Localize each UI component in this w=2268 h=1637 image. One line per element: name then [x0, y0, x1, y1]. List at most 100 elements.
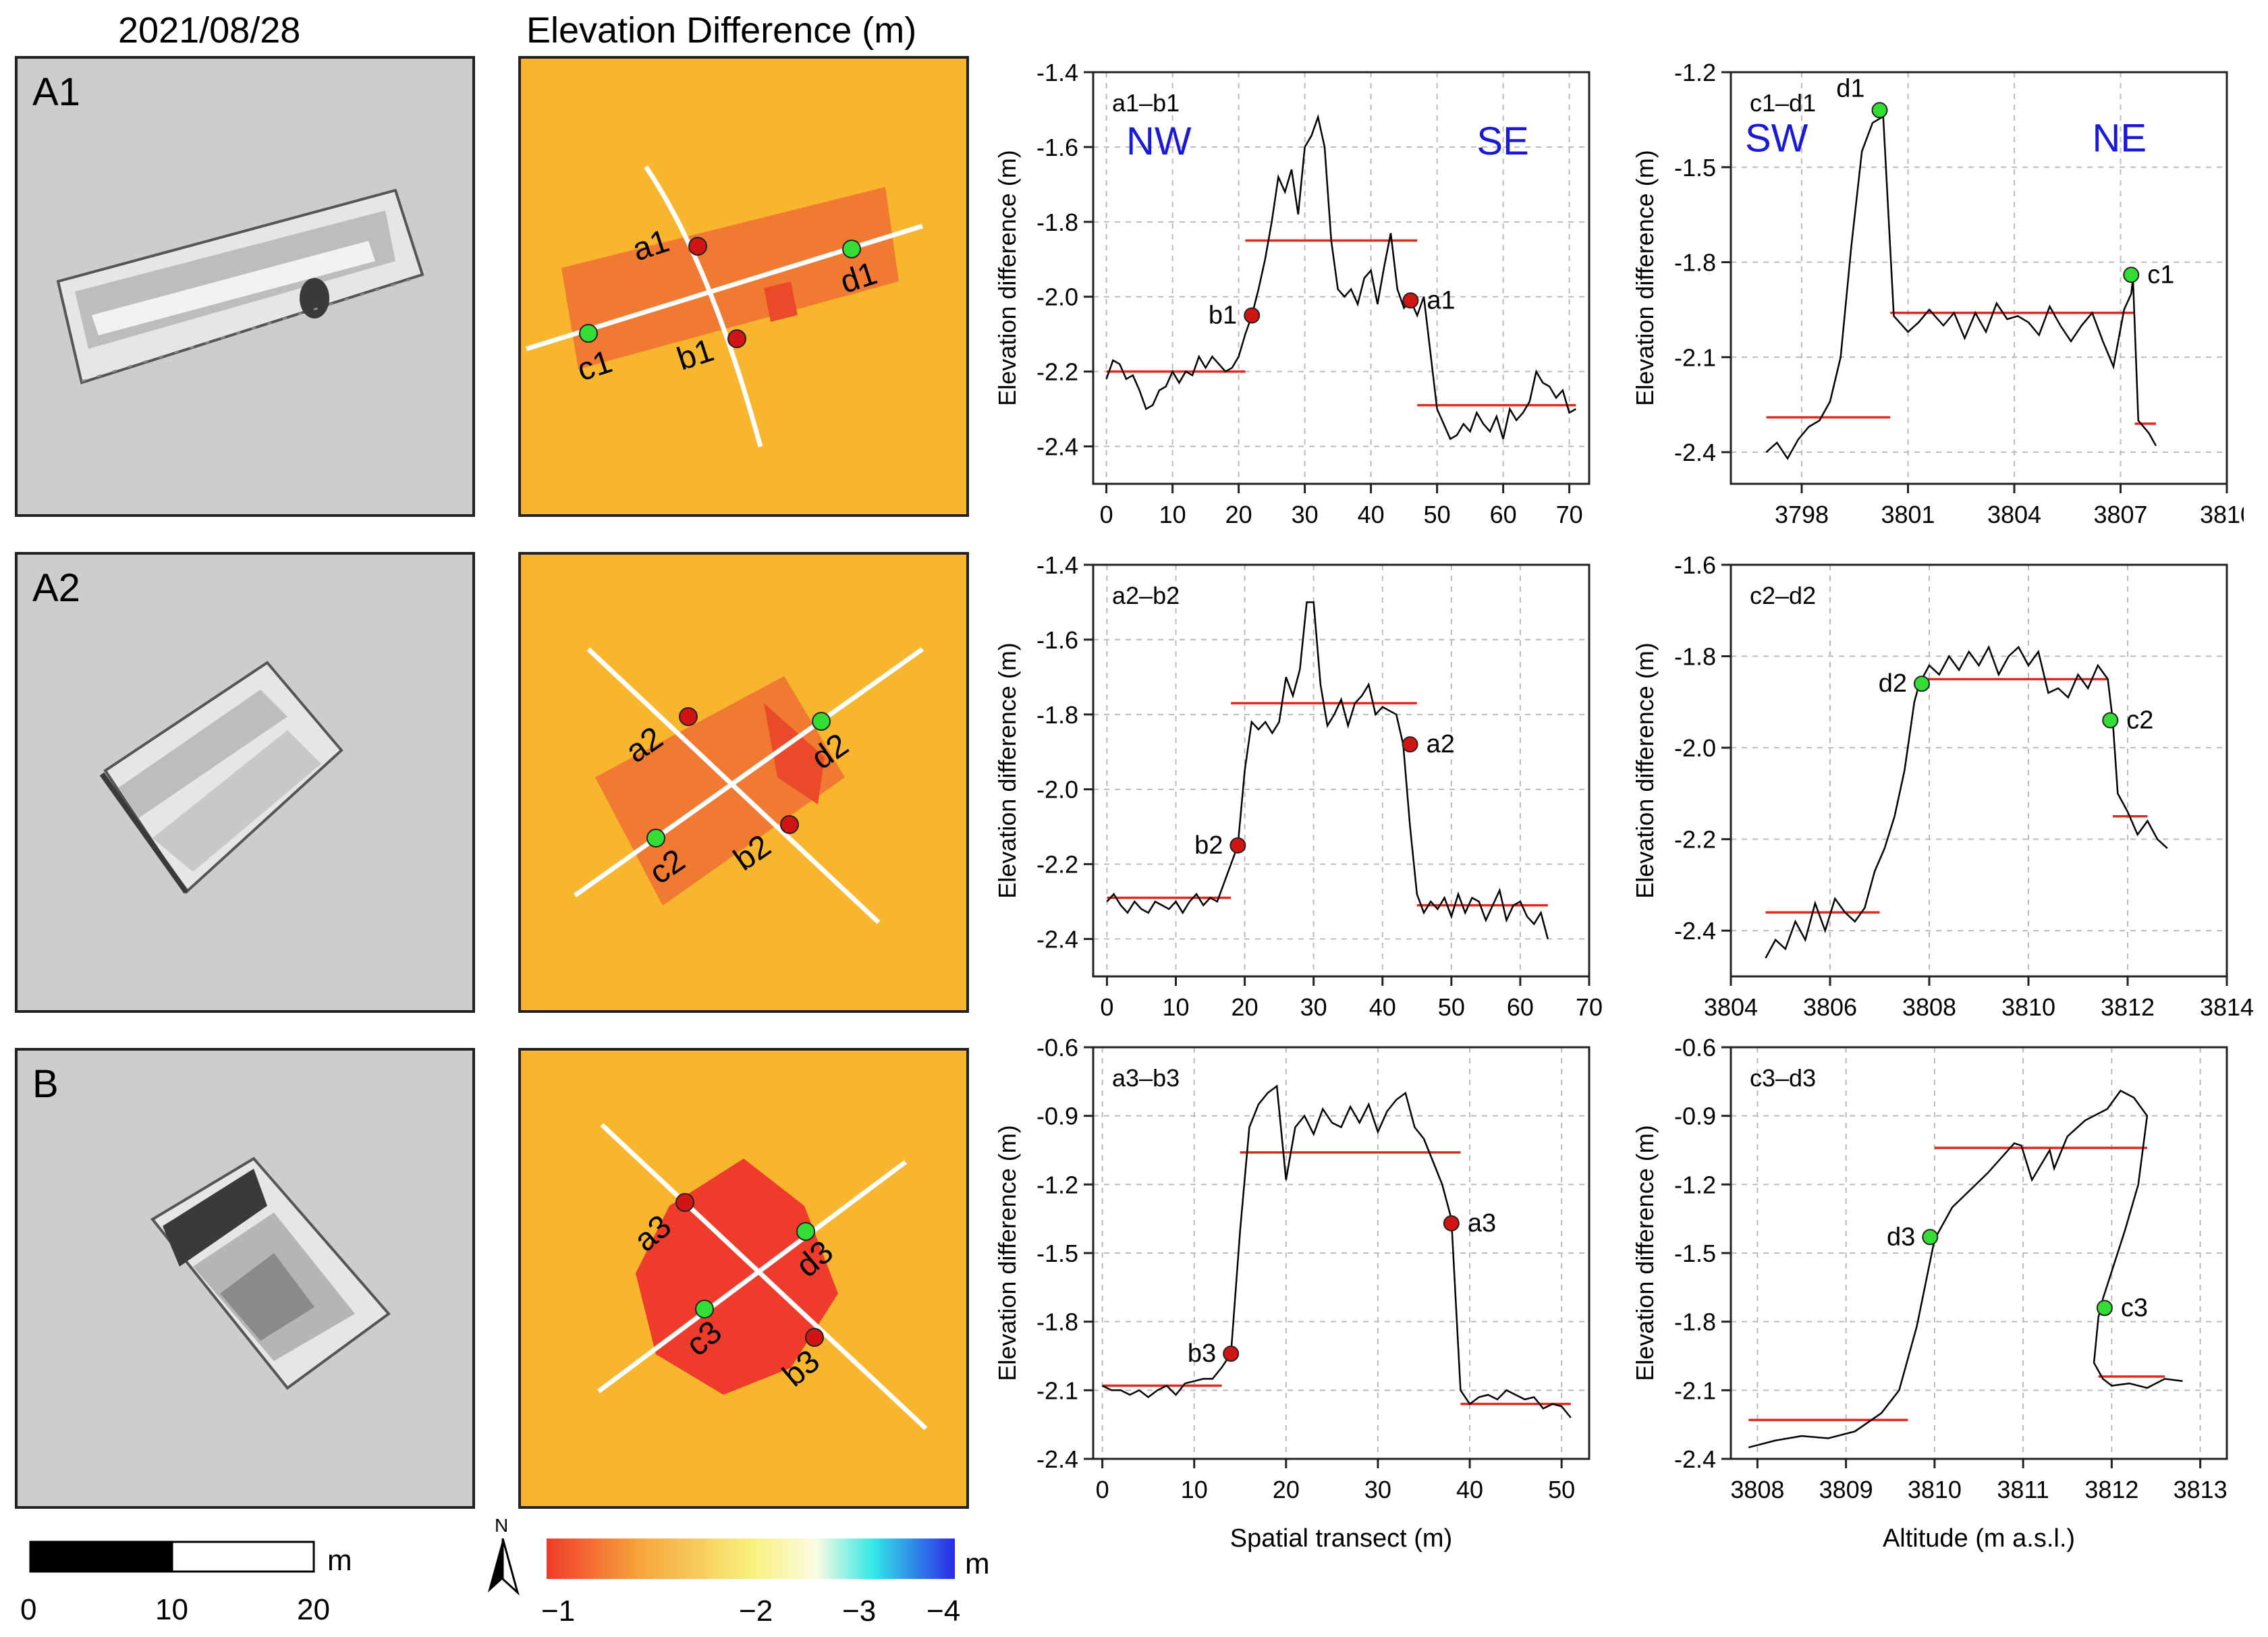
row-label-a1: A1 [32, 70, 80, 114]
profile-line [1765, 644, 2168, 959]
profile-point-label: a1 [1427, 286, 1455, 314]
point-a1 [688, 237, 707, 256]
x-tick-label: 3810 [2200, 501, 2244, 528]
point-d2 [812, 712, 831, 731]
y-tick-label: -2.4 [1036, 1445, 1078, 1473]
x-tick-label: 0 [1100, 993, 1113, 1021]
hillshade-panel-a2: A2 [15, 552, 475, 1013]
y-tick-label: -2.4 [1036, 926, 1078, 953]
scale-unit: m [327, 1544, 352, 1577]
chart-title: a1–b1 [1112, 89, 1180, 117]
point-a3 [675, 1193, 694, 1212]
y-axis-label: Elevation difference (m) [1631, 1125, 1659, 1381]
chart-title: c2–d2 [1750, 582, 1816, 609]
y-tick-label: -1.2 [1036, 1171, 1078, 1198]
elevation-difference-header: Elevation Difference (m) [526, 10, 917, 51]
profile-point-label: c1 [2147, 260, 2174, 289]
y-tick-label: -1.8 [1036, 1308, 1078, 1336]
profile-point-d3 [1922, 1229, 1939, 1246]
chart-title: c1–d1 [1750, 89, 1816, 117]
profile-point-c3 [2096, 1300, 2113, 1316]
x-tick-label: 3808 [1730, 1476, 1784, 1503]
difference-map-a1: a1 b1 c1 d1 [518, 56, 969, 517]
x-tick-label: 3806 [1803, 993, 1857, 1021]
profile-point-b1 [1244, 307, 1261, 324]
point-b2 [780, 815, 799, 834]
profile-point-b2 [1229, 837, 1246, 854]
y-tick-label: -1.4 [1036, 59, 1078, 86]
profile-point-label: b1 [1209, 301, 1237, 329]
profile-chart-c3-d3: 3808 3809 3810 3811 3812 3813 -0.6 -0.9 -1.2 -1.5… [1631, 1034, 2228, 1553]
profile-point-d2 [1913, 675, 1930, 692]
point-d1 [842, 240, 861, 258]
y-tick-label: -2.2 [1036, 851, 1078, 879]
chart-title: a2–b2 [1112, 582, 1180, 609]
profile-point-label: d1 [1836, 74, 1864, 103]
profile-chart-a1-b1: 0 10 20 30 40 50 60 70 -1.4 -1.6 -1.8 -2.0 -2.2 -2.4 E… [993, 59, 1591, 528]
profile-line [1102, 1084, 1572, 1418]
y-tick-label: -2.4 [1036, 433, 1078, 461]
profile-chart-a2-b2: 0 10 20 30 40 50 60 70 -1.4 -1.6 -1.8 -2.0 -2.2 -2.4 E… [993, 551, 1603, 1021]
y-axis-label: Elevation difference (m) [993, 1125, 1021, 1381]
colorbar-tick-3: −3 [842, 1594, 876, 1628]
x-tick-label: 3808 [1902, 993, 1956, 1021]
y-tick-label: -1.2 [1674, 1171, 1716, 1198]
transect-c2-d2 [573, 647, 924, 897]
y-tick-label: -0.6 [1036, 1034, 1078, 1061]
profile-point-a3 [1443, 1215, 1460, 1231]
profile-line [1765, 115, 2157, 460]
x-tick-label: 10 [1181, 1476, 1208, 1503]
difference-map-a2: a2 b2 c2 d2 [518, 552, 969, 1013]
profile-point-label: b2 [1194, 831, 1223, 860]
y-tick-label: -1.6 [1036, 626, 1078, 654]
y-tick-label: -1.8 [1674, 643, 1716, 671]
plot-frame [1730, 71, 2228, 485]
y-tick-label: -2.1 [1674, 1377, 1716, 1404]
x-tick-label: 3801 [1881, 501, 1935, 528]
colorbar: m −1 −2 −3 −4 [541, 1538, 990, 1628]
x-tick-label: 3813 [2174, 1476, 2228, 1503]
profile-chart-a3-b3: 0 10 20 30 40 50 -0.6 -0.9 -1.2 -1.5 -1.8 -2.1 -2.4 E… [993, 1034, 1591, 1553]
x-tick-label: 50 [1424, 501, 1451, 528]
point-c2 [646, 829, 665, 848]
y-tick-label: -2.0 [1036, 776, 1078, 804]
x-tick-label: 3810 [1908, 1476, 1962, 1503]
x-tick-label: 40 [1358, 501, 1385, 528]
north-label: N [495, 1515, 508, 1536]
date-header: 2021/08/28 [118, 10, 301, 51]
x-tick-label: 3812 [2084, 1476, 2138, 1503]
profile-point-label: d3 [1887, 1223, 1915, 1251]
transect-a2-b2 [586, 647, 881, 924]
y-tick-label: -1.8 [1036, 701, 1078, 729]
x-tick-label: 3810 [2001, 993, 2055, 1021]
profile-chart-c1-d1: 3798 3801 3804 3807 3810 -1.2 -1.5 -1.8 -2.1 -2.4… [1631, 59, 2244, 528]
plot-frame [1730, 563, 2228, 978]
profile-point-label: a3 [1468, 1209, 1496, 1238]
difference-map-b: a3 b3 c3 d3 [518, 1048, 969, 1509]
x-tick-label: 3804 [1987, 501, 2041, 528]
profile-line [1748, 1089, 2183, 1449]
y-tick-label: -2.4 [1674, 1445, 1716, 1473]
x-tick-label: 40 [1456, 1476, 1483, 1503]
y-tick-label: -2.4 [1674, 439, 1716, 466]
y-tick-label: -2.0 [1036, 283, 1078, 311]
y-tick-label: -0.6 [1674, 1034, 1716, 1061]
x-tick-label: 20 [1232, 993, 1259, 1021]
profile-point-label: c3 [2121, 1294, 2148, 1322]
y-axis-label: Elevation difference (m) [1631, 150, 1659, 406]
x-tick-label: 10 [1162, 993, 1189, 1021]
anomaly-a1 [561, 187, 899, 369]
y-axis-label: Elevation difference (m) [993, 150, 1021, 406]
profile-point-a2 [1402, 736, 1418, 753]
hillshade-terrain-a2 [99, 661, 343, 895]
y-tick-label: -2.1 [1674, 343, 1716, 371]
colorbar-tick-4: −4 [926, 1594, 960, 1628]
anomaly-core-a1 [764, 281, 798, 322]
x-tick-label: 60 [1507, 993, 1534, 1021]
y-tick-label: -1.8 [1674, 249, 1716, 277]
hillshade-panel-a1: A1 [15, 56, 475, 517]
profile-point-c2 [2102, 712, 2119, 729]
profile-point-d1 [1871, 102, 1888, 119]
direction-label-nw: NW [1126, 119, 1192, 163]
chart-title: c3–d3 [1750, 1064, 1816, 1092]
